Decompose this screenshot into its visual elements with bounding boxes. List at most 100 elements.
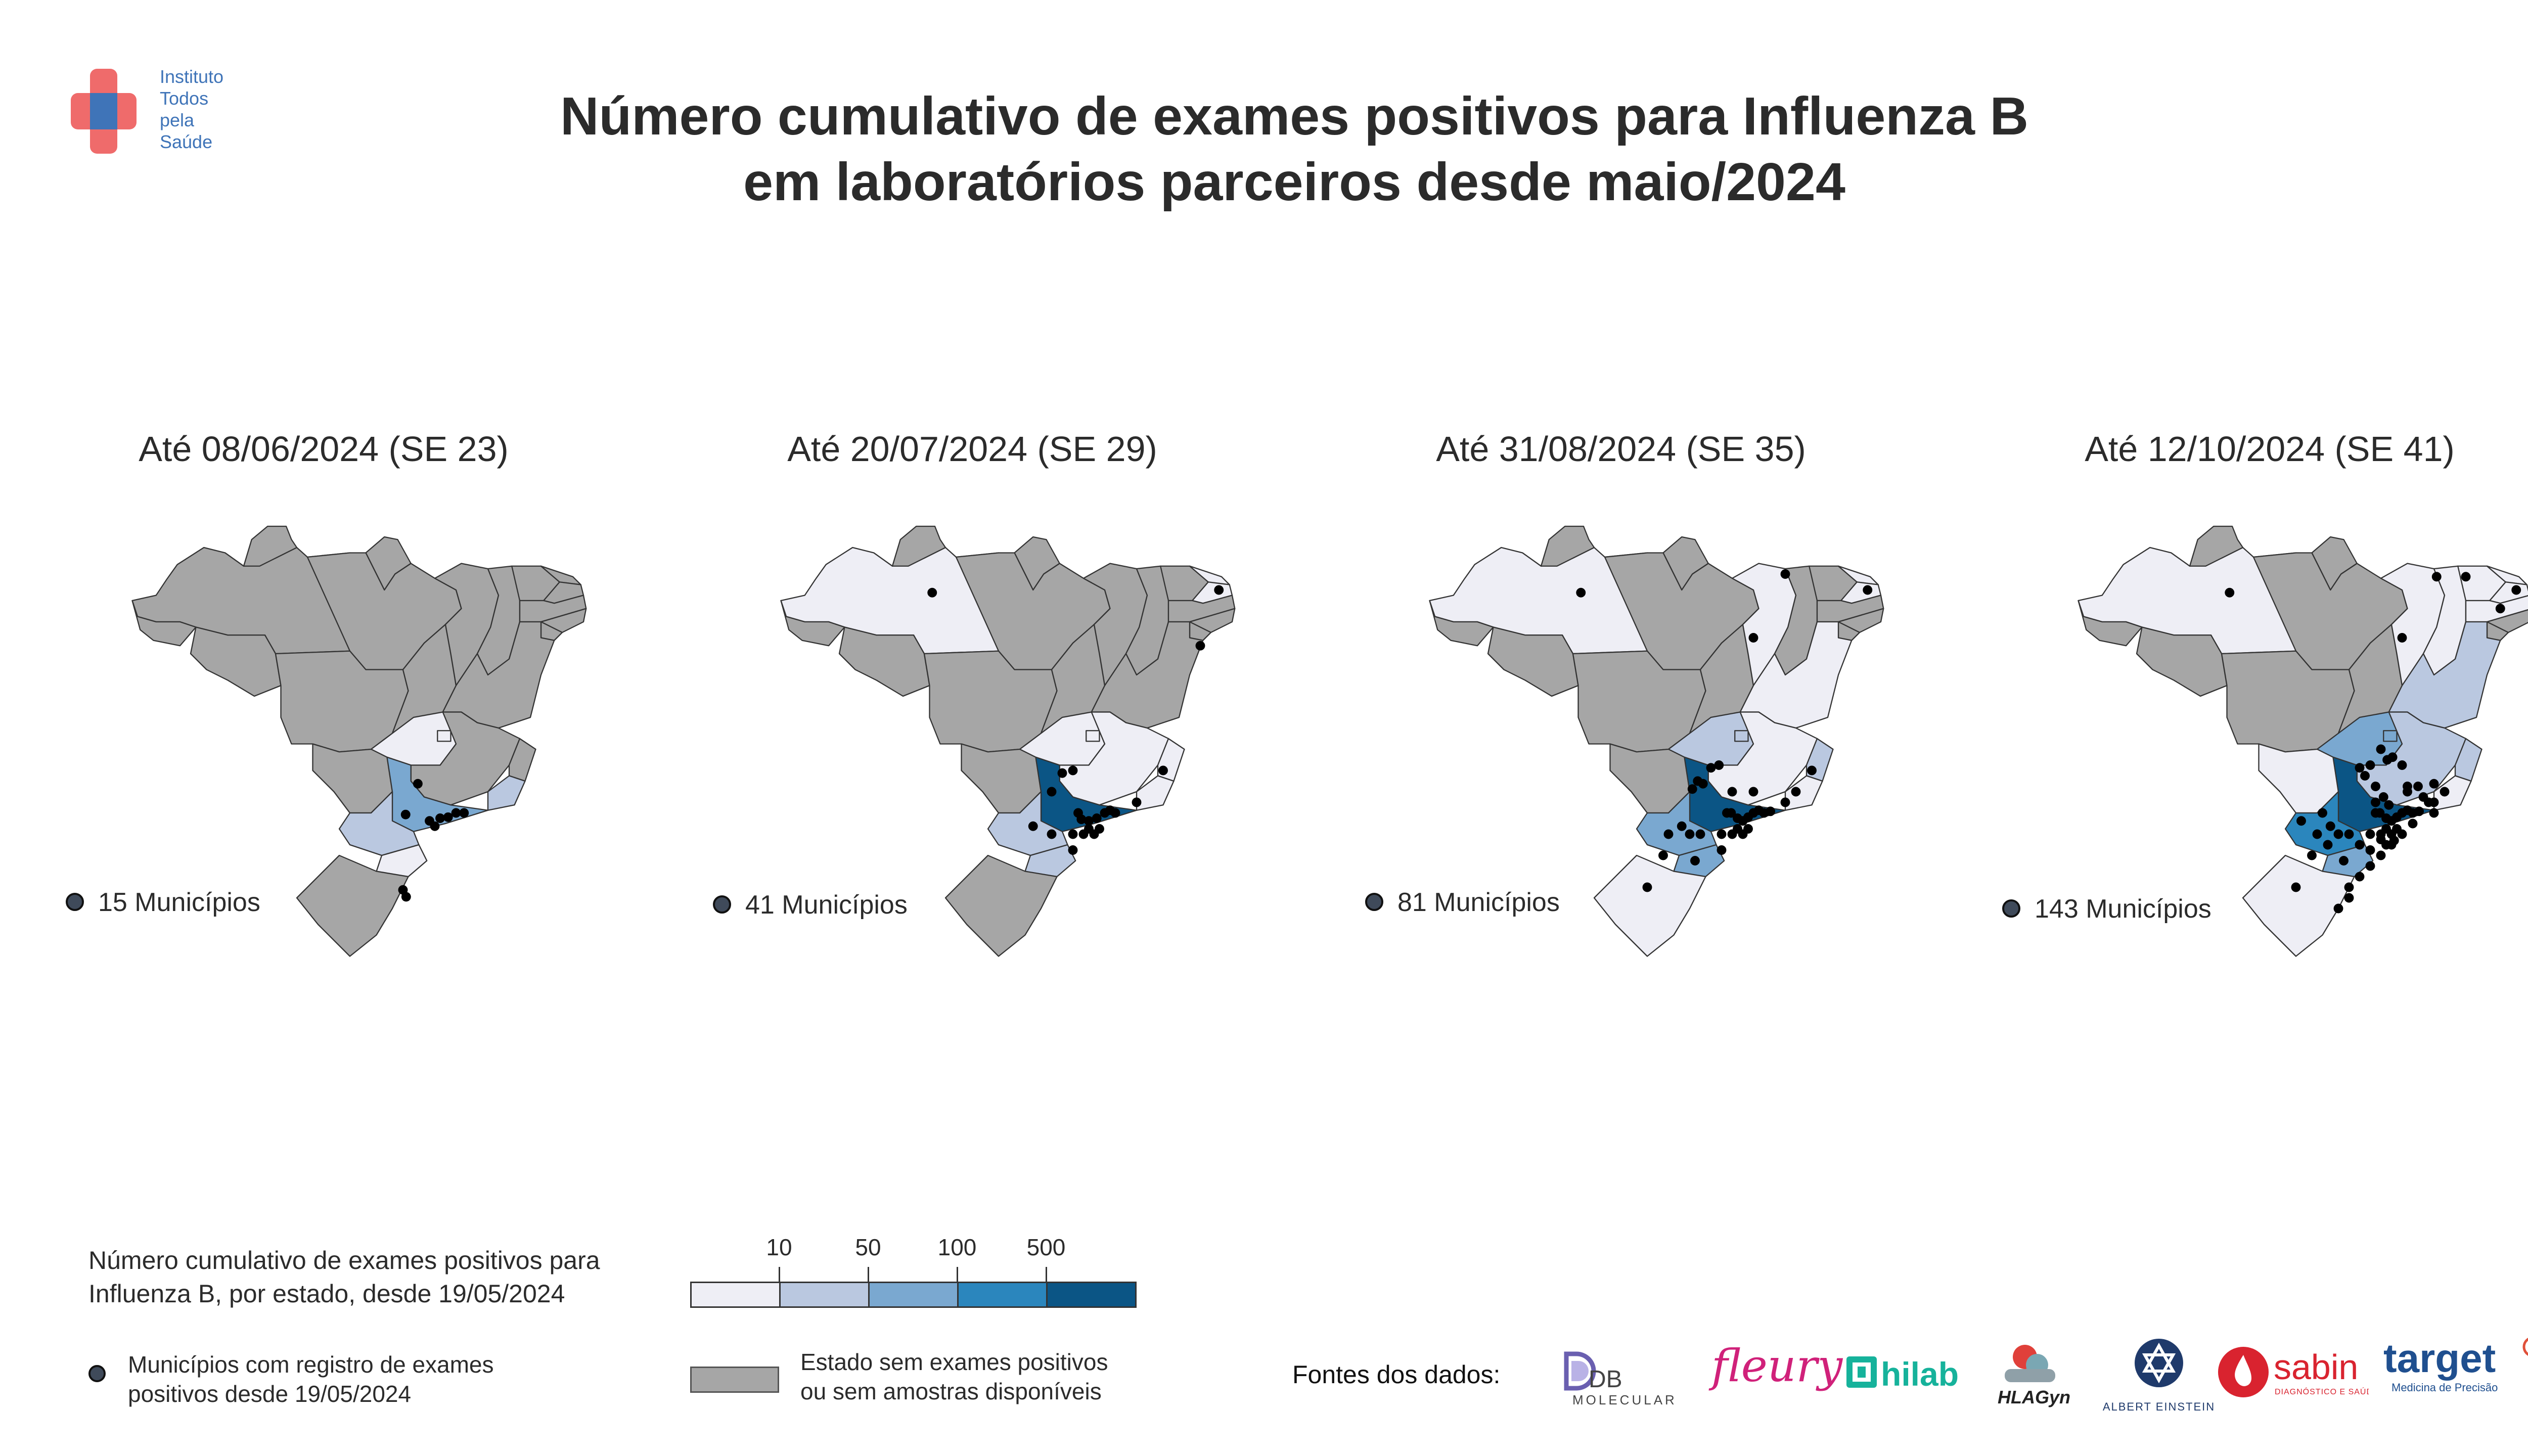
municipio-dot <box>1780 569 1790 579</box>
municipio-dot <box>1658 850 1668 860</box>
municipio-dot <box>2495 604 2505 614</box>
no-data-swatch <box>690 1367 779 1393</box>
logo-text: Instituto Todos pela Saúde <box>160 66 224 152</box>
municipio-dot <box>1717 829 1727 839</box>
municipio-dot <box>443 812 453 822</box>
municipio-dot <box>2371 782 2380 791</box>
brazil-map-se41 <box>2078 525 2528 957</box>
municipio-dot <box>2325 821 2335 831</box>
sources-label: Fontes dos dados: <box>1292 1360 1501 1389</box>
municipio-dot <box>1717 845 1727 855</box>
municipio-dot <box>2371 808 2380 818</box>
municipio-dot <box>2397 829 2407 839</box>
municipios-count-1: 15 Municípios <box>66 887 260 918</box>
municipio-dot <box>2378 792 2388 802</box>
municipio-dot <box>2387 752 2398 762</box>
municipio-dot <box>1068 845 1078 855</box>
municipio-dot <box>2318 808 2327 818</box>
municipio-dot <box>1791 787 1801 797</box>
state-df <box>1086 730 1100 742</box>
scale-label-500: 500 <box>1026 1234 1066 1260</box>
state-rs <box>2242 854 2355 957</box>
scale-label-100: 100 <box>937 1234 977 1260</box>
state-pr <box>1636 791 1717 856</box>
svg-text:target: target <box>2383 1336 2496 1381</box>
municipio-dot <box>2333 829 2343 839</box>
panel-title-3: Até 31/08/2024 (SE 35) <box>1436 429 1806 469</box>
municipio-dot <box>1068 765 1078 776</box>
state-mg <box>2356 711 2467 806</box>
municipio-dot <box>2397 633 2407 643</box>
state-ms <box>961 743 1042 814</box>
municipio-dot <box>2344 893 2354 903</box>
municipio-dot <box>401 892 411 902</box>
hilab-logo: hilab <box>1845 1352 1972 1395</box>
municipio-dot <box>1663 829 1674 839</box>
municipio-dot <box>1028 821 1038 831</box>
state-ms <box>312 743 393 814</box>
svg-text:ALBERT EINSTEIN: ALBERT EINSTEIN <box>2103 1400 2215 1413</box>
state-ms <box>2258 743 2339 814</box>
municipio-dot <box>2440 787 2450 797</box>
state-df <box>2383 730 2398 742</box>
municipio-dot <box>1576 587 1586 598</box>
panel-title-1: Até 08/06/2024 (SE 23) <box>139 429 509 469</box>
state-rs <box>1593 854 1706 957</box>
legend-no-data-text: Estado sem exames positivos ou sem amost… <box>800 1349 1108 1404</box>
municipio-dot <box>2291 882 2301 892</box>
municipio-dot <box>2365 829 2375 839</box>
municipio-dot <box>2355 840 2365 850</box>
municipio-dot <box>2296 816 2306 826</box>
municipio-dot <box>1195 641 1205 651</box>
page-title: Número cumulativo de exames positivos pa… <box>560 86 2029 212</box>
municipio-dot-icon <box>66 893 84 912</box>
scale-bin-1 <box>690 1282 781 1308</box>
municipio-dot <box>2355 872 2365 882</box>
scale-tick <box>1046 1267 1047 1283</box>
scale-bin-5 <box>1046 1282 1137 1308</box>
svg-text:DIAGNÓSTICO E SAÚDE: DIAGNÓSTICO E SAÚDE <box>2275 1387 2369 1396</box>
state-rj <box>487 775 526 811</box>
municipio-dot <box>1685 829 1695 839</box>
scale-bin-3 <box>868 1282 959 1308</box>
municipio-dot <box>1738 829 1748 839</box>
state-pr <box>987 791 1068 856</box>
state-rr <box>1540 525 1595 567</box>
municipio-dot <box>1727 787 1737 797</box>
state-rr <box>891 525 946 567</box>
municipio-dot <box>1110 808 1120 818</box>
municipio-dot <box>1073 808 1083 818</box>
target-logo: target Medicina de Precisão <box>2381 1330 2528 1403</box>
state-ro <box>2136 626 2228 697</box>
state-rs <box>296 854 409 957</box>
municipio-dot <box>2397 760 2407 770</box>
municipio-dot-icon <box>1365 893 1383 912</box>
municipio-dot <box>1863 585 1873 595</box>
municipio-dot <box>2225 587 2235 598</box>
municipio-dot <box>2403 787 2412 797</box>
municipio-dot <box>2424 797 2433 807</box>
state-ro <box>1487 626 1579 697</box>
municipio-dot <box>2429 808 2439 818</box>
municipio-dot <box>2461 572 2471 582</box>
state-ro <box>838 626 930 697</box>
municipio-dot <box>2376 850 2386 860</box>
svg-text:Medicina de Precisão: Medicina de Precisão <box>2391 1381 2498 1394</box>
color-scale-legend: 10 50 100 500 <box>690 1234 1145 1314</box>
state-df <box>437 730 452 742</box>
municipio-dot <box>1690 856 1700 866</box>
municipio-dot <box>2429 779 2439 789</box>
municipio-dot <box>2376 744 2386 754</box>
municipio-dot <box>1687 784 1697 794</box>
state-rj <box>1784 775 1823 811</box>
municipio-dot <box>1748 787 1758 797</box>
municipio-dot <box>1089 829 1099 839</box>
municipio-dot <box>1078 829 1089 839</box>
municipio-dot <box>2365 845 2375 855</box>
municipio-dot <box>2333 903 2343 914</box>
municipio-dot <box>2312 829 2322 839</box>
state-rs <box>944 854 1058 957</box>
brazil-map-se29 <box>780 525 1236 957</box>
state-pr <box>2284 791 2366 856</box>
municipio-dot <box>1642 882 1652 892</box>
